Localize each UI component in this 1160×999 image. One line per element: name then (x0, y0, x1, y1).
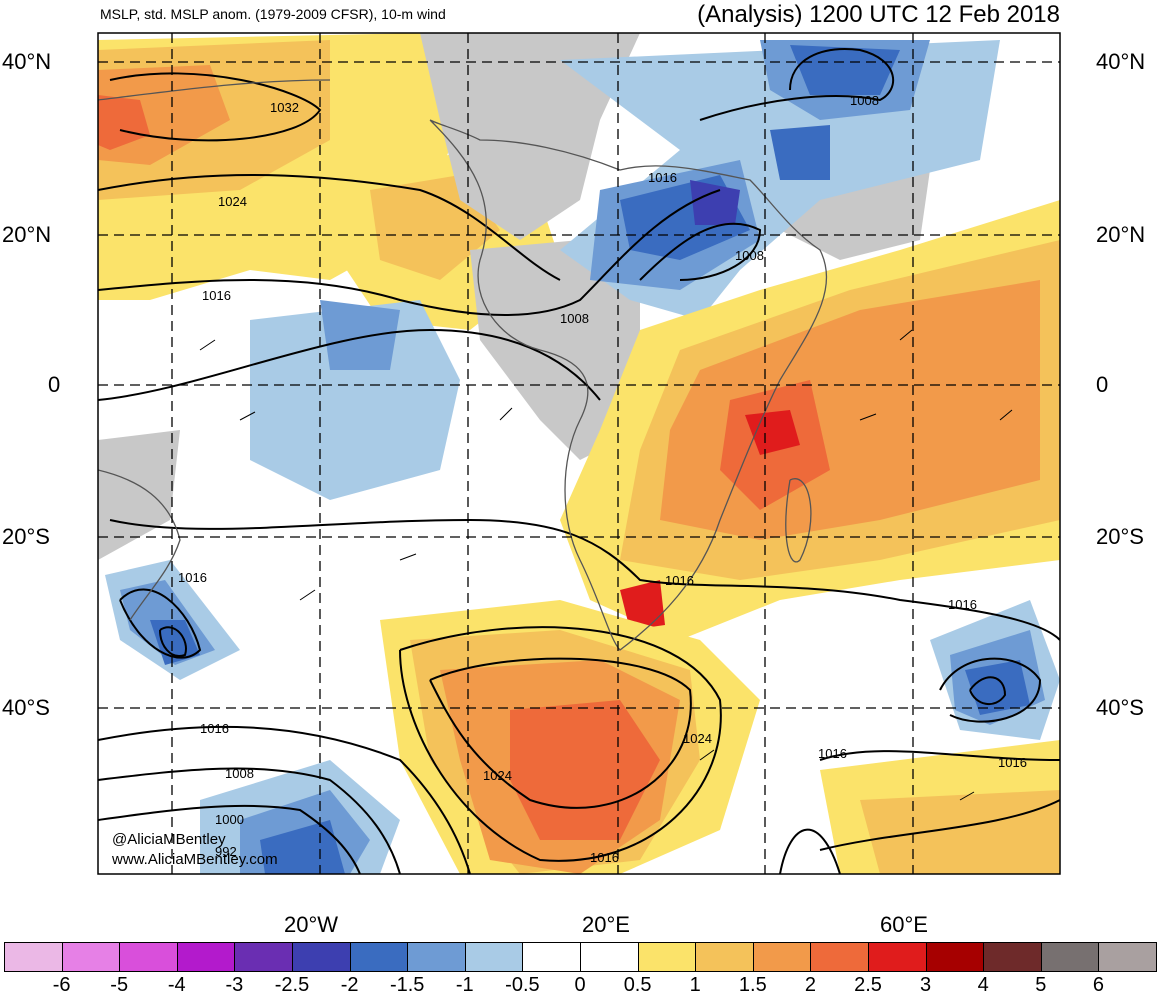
lat-label-left: 20°N (2, 222, 52, 247)
colorbar-label: -6 (52, 974, 71, 996)
contour-label: 1024 (483, 768, 512, 783)
contour-label: 1008 (735, 248, 764, 263)
colorbar-swatch (61, 942, 121, 972)
contour-label-group: 1032 1024 1016 1008 1016 1008 1008 1016 … (112, 93, 1027, 865)
contour-label: 1016 (202, 288, 231, 303)
lat-label-left: 0 (48, 372, 61, 397)
colorbar-swatch (349, 942, 409, 972)
colorbar-label: 0.5 (623, 974, 652, 996)
colorbar-swatch (464, 942, 524, 972)
lat-label-right: 0 (1096, 372, 1109, 397)
colorbar-label: 2 (804, 974, 816, 996)
colorbar-label: -2 (340, 974, 359, 996)
contour-label: 1016 (665, 573, 694, 588)
credit-handle: @AliciaMBentley (112, 831, 226, 848)
contour-label: 1016 (590, 850, 619, 865)
colorbar-swatch (868, 942, 927, 972)
colorbar-label: -4 (167, 974, 186, 996)
colorbar-label: 3 (920, 974, 932, 996)
contour-label: 1008 (225, 766, 254, 781)
colorbar-swatch (522, 942, 581, 972)
colorbar-swatch (637, 942, 697, 972)
colorbar-swatch (407, 942, 466, 972)
colorbar-label: -3 (225, 974, 244, 996)
wind-barbs (199, 329, 1013, 801)
contour-label: 1016 (948, 597, 977, 612)
lat-label-right: 20°S (1096, 524, 1144, 549)
lon-label: 20°E (582, 912, 630, 937)
contour-label: 1024 (683, 731, 712, 746)
lat-label-right: 40°S (1096, 695, 1144, 720)
colorbar-label: -2.5 (274, 974, 310, 996)
colorbar-swatch (580, 942, 639, 972)
colorbar-label: 6 (1092, 974, 1104, 996)
contour-label: 1016 (112, 598, 141, 613)
coastlines (98, 79, 828, 651)
lon-label: 60°E (880, 912, 928, 937)
credit-site: www.AliciaMBentley.com (112, 851, 278, 868)
lat-label-left: 40°S (2, 695, 50, 720)
contour-label: 1016 (648, 170, 677, 185)
colorbar-label: 0 (574, 974, 586, 996)
analysis-time: (Analysis) 1200 UTC 12 Feb 2018 (697, 1, 1060, 28)
colorbar-label: 1.5 (738, 974, 767, 996)
contour-label: 1008 (560, 311, 589, 326)
colorbar-swatch (810, 942, 869, 972)
colorbar-label: 1 (689, 974, 701, 996)
contour-label: 1008 (850, 93, 879, 108)
anomaly-shading (98, 33, 1060, 874)
colorbar-swatch (1040, 942, 1100, 972)
colorbar-label: -1 (455, 974, 474, 996)
colorbar-swatch (983, 942, 1042, 972)
colorbar-swatch (752, 942, 812, 972)
colorbar-label: 4 (977, 974, 989, 996)
colorbar-swatch (176, 942, 236, 972)
contour-label: 1016 (178, 570, 207, 585)
colorbar-swatch (695, 942, 754, 972)
colorbar-swatch (4, 942, 63, 972)
contour-label: 992 (215, 844, 237, 859)
contour-label: 1016 (998, 755, 1027, 770)
lat-lon-grid (98, 33, 1060, 874)
colorbar-swatch (925, 942, 985, 972)
colorbar-swatch (1098, 942, 1157, 972)
colorbar (4, 942, 1157, 972)
lon-label: 20°W (284, 912, 339, 937)
lat-label-right: 40°N (1096, 49, 1146, 74)
contour-label: 1024 (218, 194, 247, 209)
map-title: MSLP, std. MSLP anom. (1979-2009 CFSR), … (100, 6, 446, 22)
colorbar-label: 2.5 (854, 974, 882, 996)
contour-label: 1000 (215, 812, 244, 827)
colorbar-label: -5 (110, 974, 129, 996)
lat-label-right: 20°N (1096, 222, 1146, 247)
colorbar-swatch (292, 942, 351, 972)
lat-label-left: 20°S (2, 524, 50, 549)
colorbar-label: 5 (1035, 974, 1047, 996)
lat-label-left: 40°N (2, 49, 52, 74)
contour-label: 1016 (818, 746, 847, 761)
colorbar-label: -0.5 (505, 974, 540, 996)
contour-label: 1032 (270, 100, 299, 115)
map-frame (97, 32, 1061, 875)
colorbar-swatch (234, 942, 293, 972)
colorbar-swatch (119, 942, 178, 972)
colorbar-label: -1.5 (389, 974, 425, 996)
contour-label: 1016 (200, 721, 229, 736)
